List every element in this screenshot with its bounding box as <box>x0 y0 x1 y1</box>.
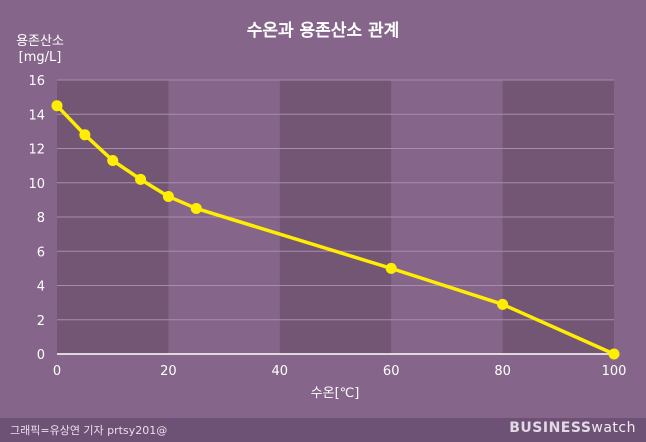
y-tick-label: 4 <box>37 280 45 295</box>
x-tick-label: 60 <box>383 364 400 379</box>
y-tick-label: 10 <box>28 177 45 192</box>
y-tick-label: 14 <box>28 108 45 123</box>
y-axis-ticks: 0 2 4 6 8 10 12 14 16 <box>28 74 45 363</box>
y-tick-label: 12 <box>28 143 45 158</box>
series-line <box>51 100 620 360</box>
y-tick-label: 0 <box>37 348 45 363</box>
brand-light: watch <box>591 420 636 436</box>
data-point <box>162 190 174 202</box>
chart-title: 수온과 용존산소 관계 <box>247 21 400 41</box>
x-tick-label: 80 <box>494 364 511 379</box>
data-point <box>385 262 397 274</box>
brand-logo: BUSINESSwatch <box>509 420 636 436</box>
y-axis-label-line1: 용존산소 <box>16 34 64 49</box>
data-point <box>135 173 147 185</box>
brand-bold: BUSINESS <box>509 420 592 436</box>
data-point <box>107 154 119 166</box>
x-tick-label: 0 <box>53 364 61 379</box>
credit-text: 그래픽=유상연 기자 prtsy201@ <box>10 424 168 437</box>
data-point <box>51 100 63 112</box>
footer-bar <box>0 418 646 442</box>
x-axis-ticks: 0 20 40 60 80 100 <box>53 364 627 379</box>
data-point <box>190 202 202 214</box>
y-tick-label: 8 <box>37 211 45 226</box>
y-axis-label-line2: [mg/L] <box>19 50 62 65</box>
y-tick-label: 6 <box>37 245 45 260</box>
x-tick-label: 100 <box>602 364 627 379</box>
x-tick-label: 20 <box>160 364 177 379</box>
data-point <box>608 348 620 360</box>
y-tick-label: 2 <box>37 314 45 329</box>
x-axis-label: 수온[℃] <box>311 386 360 401</box>
y-tick-label: 16 <box>28 74 45 89</box>
data-point <box>497 298 509 310</box>
x-tick-label: 40 <box>272 364 289 379</box>
data-point <box>79 129 91 141</box>
